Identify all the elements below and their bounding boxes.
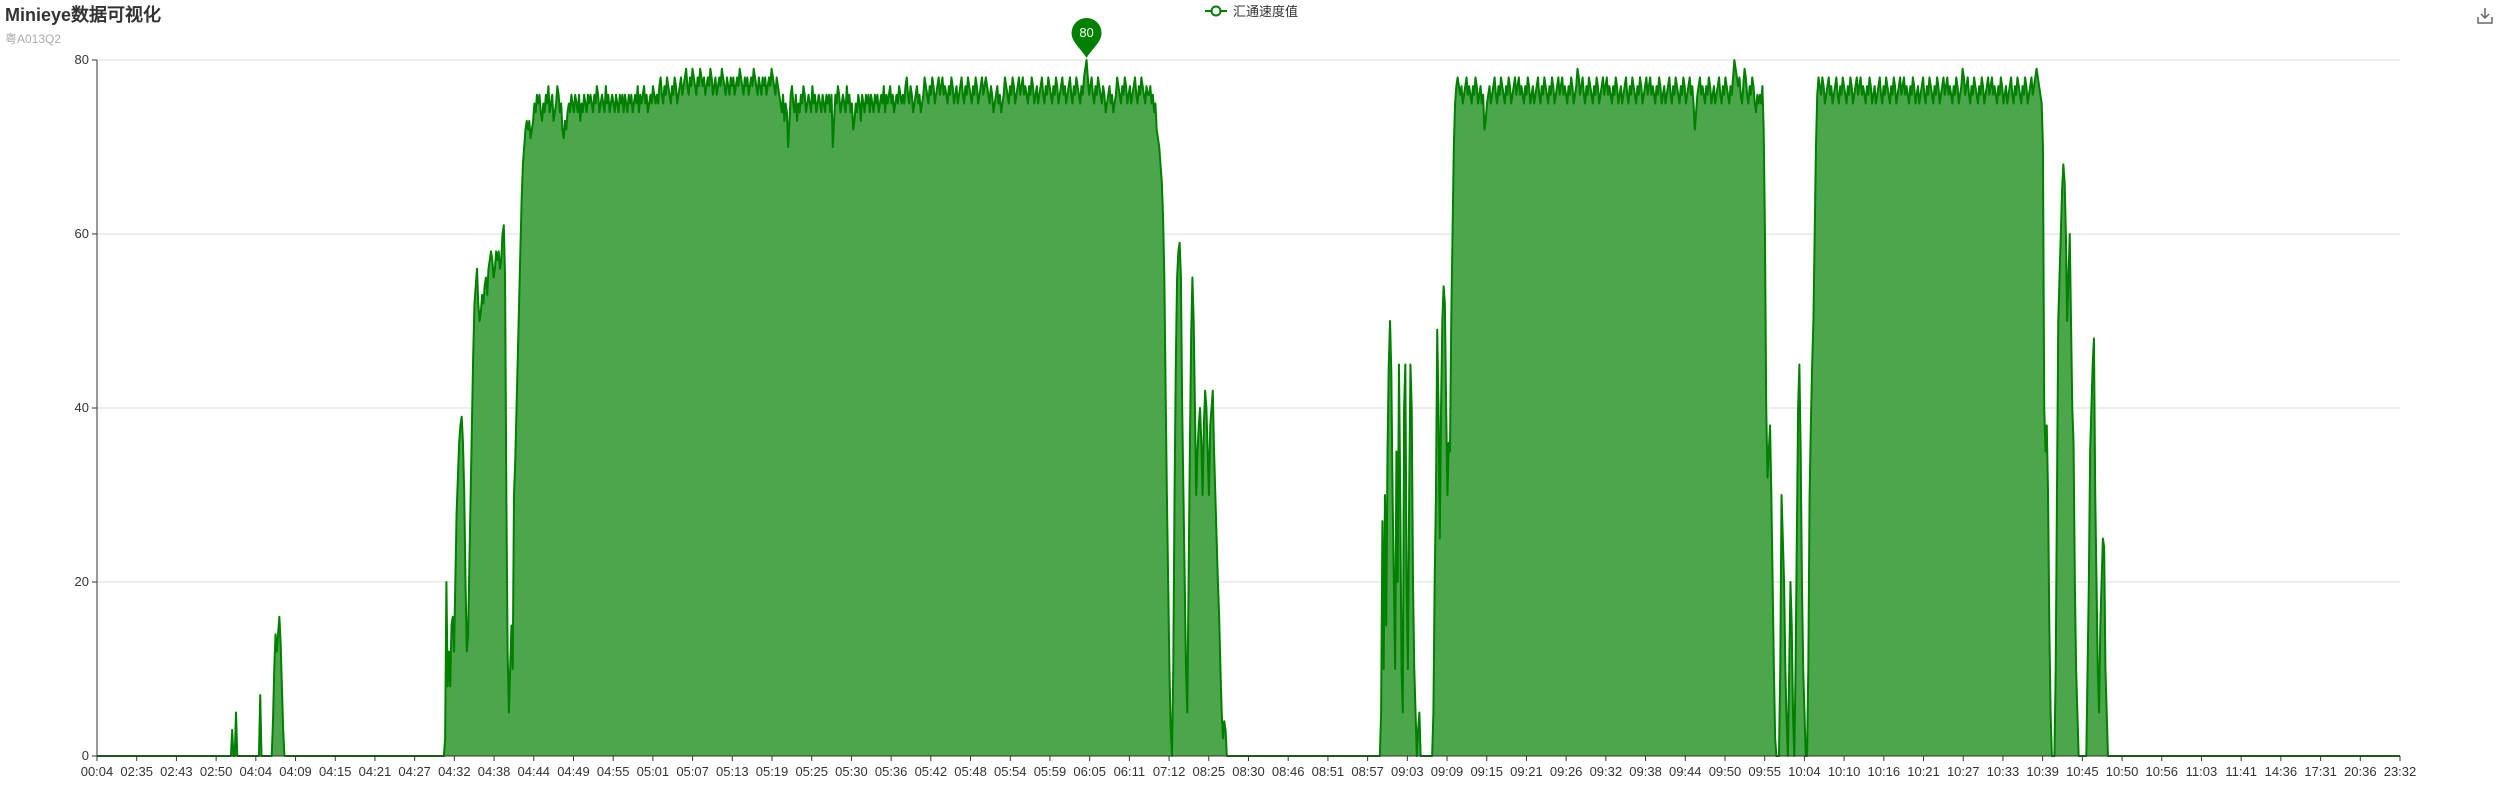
x-tick-label: 10:50 bbox=[2106, 764, 2139, 779]
x-tick-label: 10:33 bbox=[1987, 764, 2020, 779]
x-tick-label: 05:30 bbox=[835, 764, 868, 779]
x-tick-label: 05:13 bbox=[716, 764, 749, 779]
x-tick-label: 05:54 bbox=[994, 764, 1027, 779]
x-tick-label: 04:32 bbox=[438, 764, 471, 779]
x-tick-label: 04:09 bbox=[279, 764, 312, 779]
x-tick-label: 11:41 bbox=[2225, 764, 2257, 779]
chart-subtitle: 粤A013Q2 bbox=[5, 32, 62, 46]
x-tick-label: 10:45 bbox=[2066, 764, 2099, 779]
download-button[interactable] bbox=[2475, 6, 2495, 26]
y-tick-label: 60 bbox=[75, 226, 89, 241]
x-tick-label: 17:31 bbox=[2304, 764, 2337, 779]
x-tick-label: 02:35 bbox=[120, 764, 153, 779]
x-tick-label: 04:44 bbox=[518, 764, 551, 779]
legend-line-circle-icon bbox=[1205, 5, 1227, 16]
x-tick-label: 11:03 bbox=[2186, 764, 2218, 779]
x-tick-label: 10:56 bbox=[2145, 764, 2178, 779]
x-tick-label: 08:30 bbox=[1232, 764, 1265, 779]
x-tick-label: 06:11 bbox=[1114, 764, 1146, 779]
series-area bbox=[97, 60, 2400, 756]
x-tick-label: 04:27 bbox=[398, 764, 431, 779]
x-tick-label: 14:36 bbox=[2265, 764, 2298, 779]
legend-item-label: 汇通速度值 bbox=[1233, 4, 1299, 19]
x-tick-label: 09:32 bbox=[1590, 764, 1623, 779]
x-tick-label: 04:49 bbox=[557, 764, 590, 779]
x-tick-label: 04:15 bbox=[319, 764, 352, 779]
y-tick-label: 20 bbox=[75, 574, 89, 589]
x-tick-label: 05:59 bbox=[1034, 764, 1067, 779]
x-tick-label: 05:42 bbox=[915, 764, 948, 779]
y-tick-label: 40 bbox=[75, 400, 89, 415]
x-tick-label: 02:43 bbox=[160, 764, 193, 779]
max-marker-label: 80 bbox=[1079, 25, 1093, 40]
x-tick-label: 09:50 bbox=[1709, 764, 1742, 779]
x-tick-label: 02:50 bbox=[200, 764, 233, 779]
y-tick-label: 80 bbox=[75, 52, 89, 67]
x-tick-label: 20:36 bbox=[2344, 764, 2377, 779]
x-tick-label: 09:09 bbox=[1431, 764, 1464, 779]
x-tick-label: 08:25 bbox=[1193, 764, 1226, 779]
x-tick-label: 08:57 bbox=[1351, 764, 1384, 779]
x-tick-label: 08:46 bbox=[1272, 764, 1305, 779]
x-tick-label: 05:07 bbox=[676, 764, 709, 779]
chart-title: Minieye数据可视化 bbox=[5, 5, 162, 25]
x-tick-label: 09:21 bbox=[1510, 764, 1543, 779]
x-tick-label: 09:15 bbox=[1470, 764, 1503, 779]
x-tick-label: 04:55 bbox=[597, 764, 630, 779]
x-tick-label: 04:38 bbox=[478, 764, 511, 779]
x-tick-label: 09:03 bbox=[1391, 764, 1424, 779]
x-tick-label: 10:21 bbox=[1907, 764, 1940, 779]
chart-legend[interactable]: 汇通速度值 bbox=[1205, 1, 1298, 20]
download-icon bbox=[2477, 8, 2493, 24]
x-tick-label: 05:36 bbox=[875, 764, 908, 779]
y-tick-label: 0 bbox=[82, 748, 89, 763]
x-tick-label: 10:39 bbox=[2026, 764, 2059, 779]
x-tick-label: 05:25 bbox=[795, 764, 828, 779]
x-tick-label: 07:12 bbox=[1153, 764, 1186, 779]
x-tick-label: 05:19 bbox=[756, 764, 789, 779]
x-tick-label: 00:04 bbox=[81, 764, 114, 779]
x-tick-label: 09:26 bbox=[1550, 764, 1583, 779]
x-tick-label: 23:32 bbox=[2384, 764, 2417, 779]
max-marker-pin bbox=[1071, 18, 1102, 58]
x-tick-label: 09:44 bbox=[1669, 764, 1702, 779]
x-tick-label: 04:21 bbox=[359, 764, 392, 779]
x-tick-label: 10:16 bbox=[1868, 764, 1901, 779]
x-tick-label: 09:38 bbox=[1629, 764, 1662, 779]
x-tick-label: 04:04 bbox=[240, 764, 273, 779]
x-tick-label: 10:10 bbox=[1828, 764, 1861, 779]
x-tick-label: 09:55 bbox=[1748, 764, 1781, 779]
x-tick-label: 10:27 bbox=[1947, 764, 1980, 779]
x-tick-label: 10:04 bbox=[1788, 764, 1821, 779]
x-tick-label: 08:51 bbox=[1312, 764, 1345, 779]
x-tick-label: 06:05 bbox=[1073, 764, 1106, 779]
x-tick-label: 05:01 bbox=[637, 764, 670, 779]
x-tick-label: 05:48 bbox=[954, 764, 987, 779]
